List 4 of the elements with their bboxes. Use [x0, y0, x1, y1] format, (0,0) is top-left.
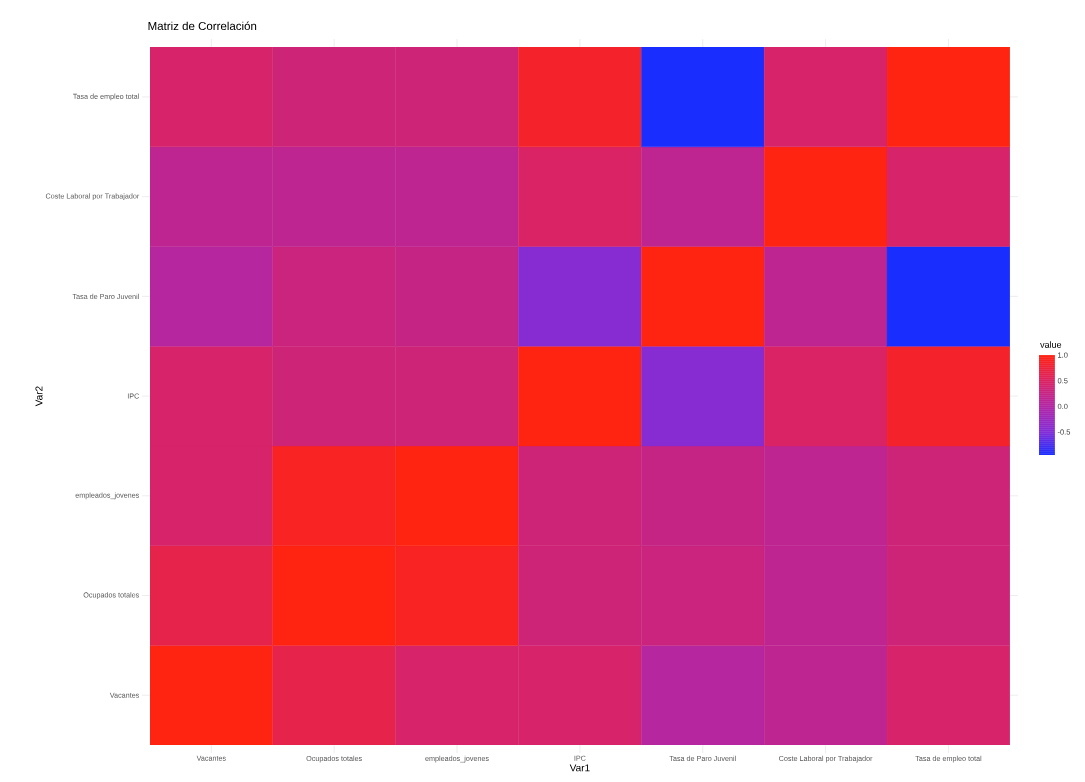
chart-title: Matriz de Correlación [148, 21, 257, 31]
y-axis-title: Var2 [35, 386, 43, 407]
x-axis-title: Var1 [569, 764, 590, 772]
color-bar-title: value [1040, 341, 1062, 348]
